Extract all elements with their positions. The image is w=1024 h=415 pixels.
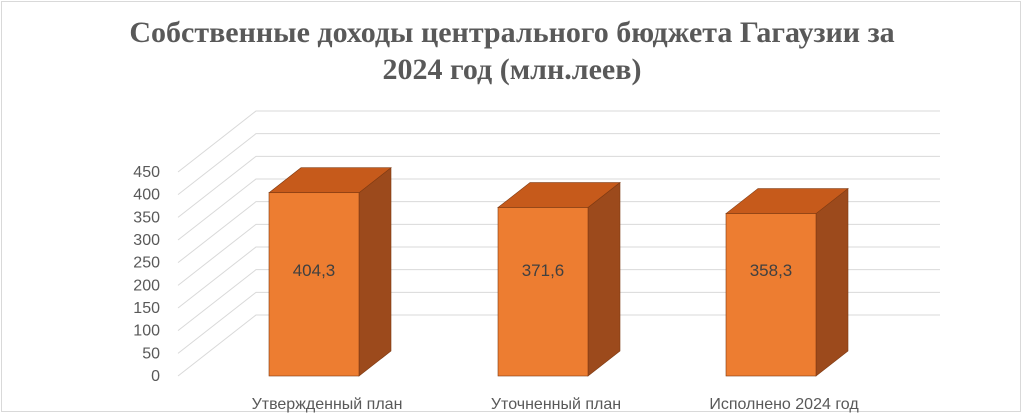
gridline (177, 223, 940, 286)
y-tick-label: 0 (151, 368, 160, 385)
chart-title: Собственные доходы центрального бюджета … (0, 14, 1024, 88)
bar-side-face (587, 181, 621, 377)
gridline (177, 269, 940, 332)
y-tick-label: 450 (133, 164, 160, 181)
gridline (177, 291, 940, 354)
bar-front-face (497, 207, 589, 377)
bar: 404,3 (268, 167, 392, 377)
y-tick-label: 150 (133, 300, 160, 317)
bar-value-label: 358,3 (750, 261, 793, 280)
bar-value-label: 404,3 (293, 261, 336, 280)
bar-value-label: 371,6 (522, 261, 565, 280)
bar-front-face (725, 213, 817, 377)
y-tick-label: 400 (133, 187, 160, 204)
chart-title-line-1: Собственные доходы центрального бюджета … (129, 16, 895, 49)
y-tick-label: 200 (133, 277, 160, 294)
bar-side-face (815, 187, 849, 377)
x-category-label: Уточненный план (491, 396, 621, 413)
gridlines (177, 110, 940, 377)
y-tick-label: 300 (133, 232, 160, 249)
y-tick-label: 100 (133, 323, 160, 340)
gridline (177, 201, 940, 264)
y-tick-label: 350 (133, 209, 160, 226)
x-category-label: Утвержденный план (252, 396, 403, 413)
x-axis: Утвержденный план Уточненный план Исполнен… (252, 396, 860, 413)
bar: 371,6 (497, 181, 621, 377)
y-tick-label: 250 (133, 255, 160, 272)
gridline (177, 155, 940, 218)
x-category-label: Исполнено 2024 год (709, 396, 859, 413)
bar-front-face (268, 192, 360, 377)
y-tick-label: 50 (142, 345, 160, 362)
y-axis: 0 50 100 150 200 250 300 350 400 450 (133, 164, 160, 385)
gridline (177, 178, 940, 241)
bar: 358,3 (725, 187, 849, 377)
bars: 404,3 371,6 358,3 (268, 167, 849, 377)
chart-title-line-2: 2024 год (млн.леев) (382, 53, 642, 86)
gridline (177, 246, 940, 309)
gridline (177, 110, 940, 173)
gridline (177, 314, 940, 377)
bar-side-face (358, 167, 392, 377)
gridline (177, 133, 940, 196)
